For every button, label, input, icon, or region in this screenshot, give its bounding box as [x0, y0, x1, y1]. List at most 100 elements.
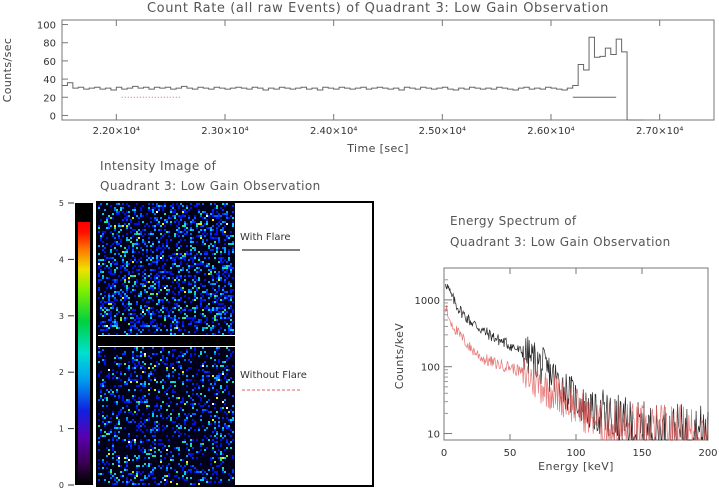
intensity-pixel	[140, 295, 142, 297]
intensity-pixel	[218, 303, 220, 305]
intensity-pixel	[134, 483, 136, 485]
intensity-pixel	[186, 379, 188, 381]
intensity-pixel	[126, 455, 128, 457]
intensity-pixel	[106, 327, 108, 329]
intensity-pixel	[178, 365, 180, 367]
spectrum-ytick-label: 10	[427, 430, 440, 441]
intensity-pixel	[212, 253, 214, 255]
intensity-pixel	[156, 255, 158, 257]
intensity-pixel	[128, 433, 130, 435]
intensity-pixel	[214, 377, 216, 379]
intensity-pixel	[126, 251, 128, 253]
intensity-pixel	[160, 247, 162, 249]
intensity-pixel	[144, 449, 146, 451]
intensity-pixel	[232, 321, 234, 323]
intensity-pixel	[148, 377, 150, 379]
intensity-pixel	[170, 401, 172, 403]
intensity-pixel	[164, 297, 166, 299]
intensity-pixel	[202, 385, 204, 387]
intensity-pixel	[138, 243, 140, 245]
intensity-pixel	[198, 271, 200, 273]
intensity-pixel	[152, 261, 154, 263]
intensity-pixel	[136, 239, 138, 241]
intensity-pixel	[216, 433, 218, 435]
intensity-pixel	[112, 449, 114, 451]
intensity-pixel	[194, 283, 196, 285]
intensity-pixel	[110, 295, 112, 297]
intensity-pixel	[104, 417, 106, 419]
intensity-pixel	[164, 285, 166, 287]
intensity-pixel	[182, 321, 184, 323]
intensity-pixel	[110, 389, 112, 391]
intensity-pixel	[174, 385, 176, 387]
intensity-pixel	[160, 407, 162, 409]
intensity-pixel	[126, 263, 128, 265]
intensity-pixel	[186, 269, 188, 271]
intensity-pixel	[184, 301, 186, 303]
intensity-pixel	[142, 383, 144, 385]
count-rate-series	[62, 36, 644, 121]
intensity-pixel	[204, 257, 206, 259]
intensity-pixel	[138, 269, 140, 271]
intensity-pixel	[230, 327, 232, 329]
intensity-pixel	[192, 259, 194, 261]
intensity-pixel	[152, 233, 154, 235]
intensity-pixel	[162, 305, 164, 307]
intensity-pixel	[208, 245, 210, 247]
intensity-pixel	[112, 305, 114, 307]
intensity-pixel	[186, 417, 188, 419]
intensity-pixel	[124, 281, 126, 283]
intensity-pixel	[184, 209, 186, 211]
intensity-pixel	[174, 307, 176, 309]
intensity-pixel	[124, 383, 126, 385]
intensity-pixel	[100, 279, 102, 281]
intensity-pixel	[98, 287, 100, 289]
intensity-pixel	[210, 231, 212, 233]
intensity-pixel	[216, 453, 218, 455]
intensity-pixel	[232, 413, 234, 415]
intensity-pixel	[190, 367, 192, 369]
intensity-pixel	[136, 349, 138, 351]
intensity-pixel	[224, 309, 226, 311]
intensity-pixel	[176, 305, 178, 307]
intensity-pixel	[196, 305, 198, 307]
intensity-pixel	[102, 277, 104, 279]
colorbar	[78, 222, 90, 484]
intensity-pixel	[210, 311, 212, 313]
intensity-pixel	[190, 483, 192, 485]
intensity-pixel	[116, 333, 118, 335]
intensity-pixel	[224, 389, 226, 391]
intensity-pixel	[212, 279, 214, 281]
intensity-pixel	[224, 281, 226, 283]
intensity-pixel	[162, 311, 164, 313]
intensity-pixel	[166, 375, 168, 377]
intensity-pixel	[116, 483, 118, 485]
intensity-pixel	[118, 421, 120, 423]
intensity-pixel	[150, 473, 152, 475]
intensity-pixel	[220, 327, 222, 329]
intensity-pixel	[156, 219, 158, 221]
intensity-pixel	[178, 235, 180, 237]
intensity-pixel	[114, 299, 116, 301]
intensity-pixel	[180, 425, 182, 427]
intensity-pixel	[222, 469, 224, 471]
intensity-pixel	[230, 215, 232, 217]
intensity-pixel	[200, 399, 202, 401]
intensity-pixel	[118, 293, 120, 295]
intensity-pixel	[126, 265, 128, 267]
intensity-pixel	[110, 273, 112, 275]
intensity-pixel	[128, 361, 130, 363]
intensity-pixel	[104, 259, 106, 261]
intensity-pixel	[206, 213, 208, 215]
intensity-pixel	[216, 249, 218, 251]
intensity-pixel	[200, 213, 202, 215]
intensity-pixel	[142, 299, 144, 301]
intensity-pixel	[160, 415, 162, 417]
intensity-pixel	[118, 203, 120, 205]
intensity-pixel	[178, 435, 180, 437]
intensity-pixel	[162, 401, 164, 403]
intensity-pixel	[194, 315, 196, 317]
intensity-pixel	[196, 235, 198, 237]
intensity-pixel	[134, 243, 136, 245]
intensity-pixel	[114, 401, 116, 403]
